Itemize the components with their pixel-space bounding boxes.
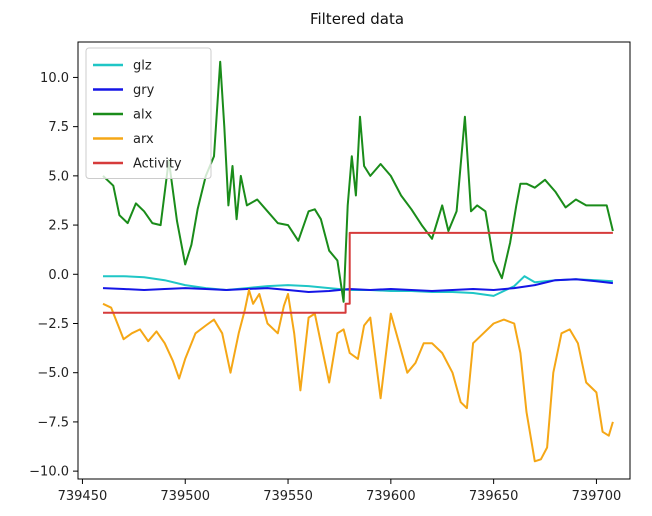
series-line-activity <box>103 231 613 314</box>
y-tick-label: 0.0 <box>48 268 69 283</box>
x-tick-label: 739600 <box>366 489 416 504</box>
series-line-gry <box>102 278 614 293</box>
series-line-glz <box>103 275 613 297</box>
y-tick-label: −5.0 <box>37 366 69 381</box>
x-tick-label: 739450 <box>58 489 108 504</box>
y-tick-label: 10.0 <box>40 71 69 86</box>
legend-box <box>85 47 212 179</box>
chart-title: Filtered data <box>310 10 404 28</box>
legend-label-activity: Activity <box>133 157 182 172</box>
plot-frame <box>77 41 631 480</box>
legend-label-alx: alx <box>133 108 153 123</box>
x-tick-label: 739650 <box>469 489 519 504</box>
y-tick-label: −10.0 <box>29 465 69 480</box>
legend-label-glz: glz <box>133 59 152 74</box>
x-tick-label: 739500 <box>160 489 210 504</box>
y-tick-label: 2.5 <box>48 219 69 234</box>
x-tick-label: 739550 <box>263 489 313 504</box>
x-tick-label: 739700 <box>572 489 622 504</box>
y-tick-label: −7.5 <box>37 415 69 430</box>
series-line-arx <box>102 289 614 463</box>
series-line-alx <box>102 60 614 303</box>
legend-label-gry: gry <box>133 83 155 98</box>
y-tick-label: 7.5 <box>48 120 69 135</box>
y-tick-label: 5.0 <box>48 169 69 184</box>
y-tick-label: −2.5 <box>37 317 69 332</box>
legend-label-arx: arx <box>133 132 154 147</box>
